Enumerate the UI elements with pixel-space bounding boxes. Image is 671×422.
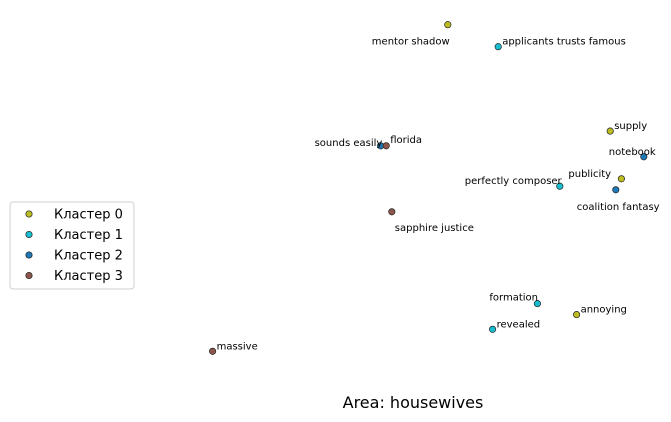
scatter-point: [573, 311, 581, 319]
point-label: mentor shadow: [372, 37, 450, 48]
point-label: formation: [489, 293, 538, 304]
scatter-point: [556, 182, 564, 190]
scatter-point: [444, 21, 452, 29]
point-label: notebook: [609, 147, 656, 158]
point-label: revealed: [497, 319, 541, 330]
legend-label: Кластер 1: [54, 228, 123, 243]
point-label: coalition fantasy: [577, 202, 660, 213]
legend-label: Кластер 2: [54, 249, 123, 264]
scatter-point: [533, 300, 541, 308]
labels-layer: mentor shadow applicants trusts famous sup…: [217, 37, 660, 353]
point-label: supply: [614, 121, 647, 132]
scatter-point: [489, 325, 497, 333]
legend-frame: [9, 201, 135, 290]
scatter-point: [388, 208, 396, 216]
point-label: sounds easily: [315, 138, 383, 149]
point-label: annoying: [581, 305, 627, 316]
point-label: applicants trusts famous: [502, 37, 626, 48]
legend-marker: [25, 230, 33, 239]
legend-marker: [25, 251, 33, 259]
point-label: massive: [217, 341, 258, 352]
legend-label: Кластер 0: [54, 208, 123, 223]
legend-marker: [25, 271, 33, 280]
point-label: florida: [390, 135, 422, 146]
legend: Кластер 0 Кластер 1 Кластер 2 Кластер 3: [9, 201, 135, 290]
scatter-point: [640, 153, 648, 161]
scatter-point: [209, 347, 217, 355]
point-label: perfectly composer: [465, 176, 563, 187]
point-label: sapphire justice: [395, 223, 474, 234]
chart-caption: Area: housewives: [343, 393, 484, 412]
points-layer: [209, 21, 648, 355]
scatter-point: [606, 127, 614, 135]
scatter-point: [612, 186, 620, 194]
legend-label: Кластер 3: [54, 269, 123, 284]
legend-items: Кластер 0 Кластер 1 Кластер 2 Кластер 3: [25, 208, 123, 284]
scatter-point: [382, 142, 390, 150]
point-label: publicity: [568, 169, 611, 180]
scatter-point: [494, 43, 502, 51]
legend-marker: [25, 210, 33, 218]
scatter-point: [617, 175, 625, 183]
